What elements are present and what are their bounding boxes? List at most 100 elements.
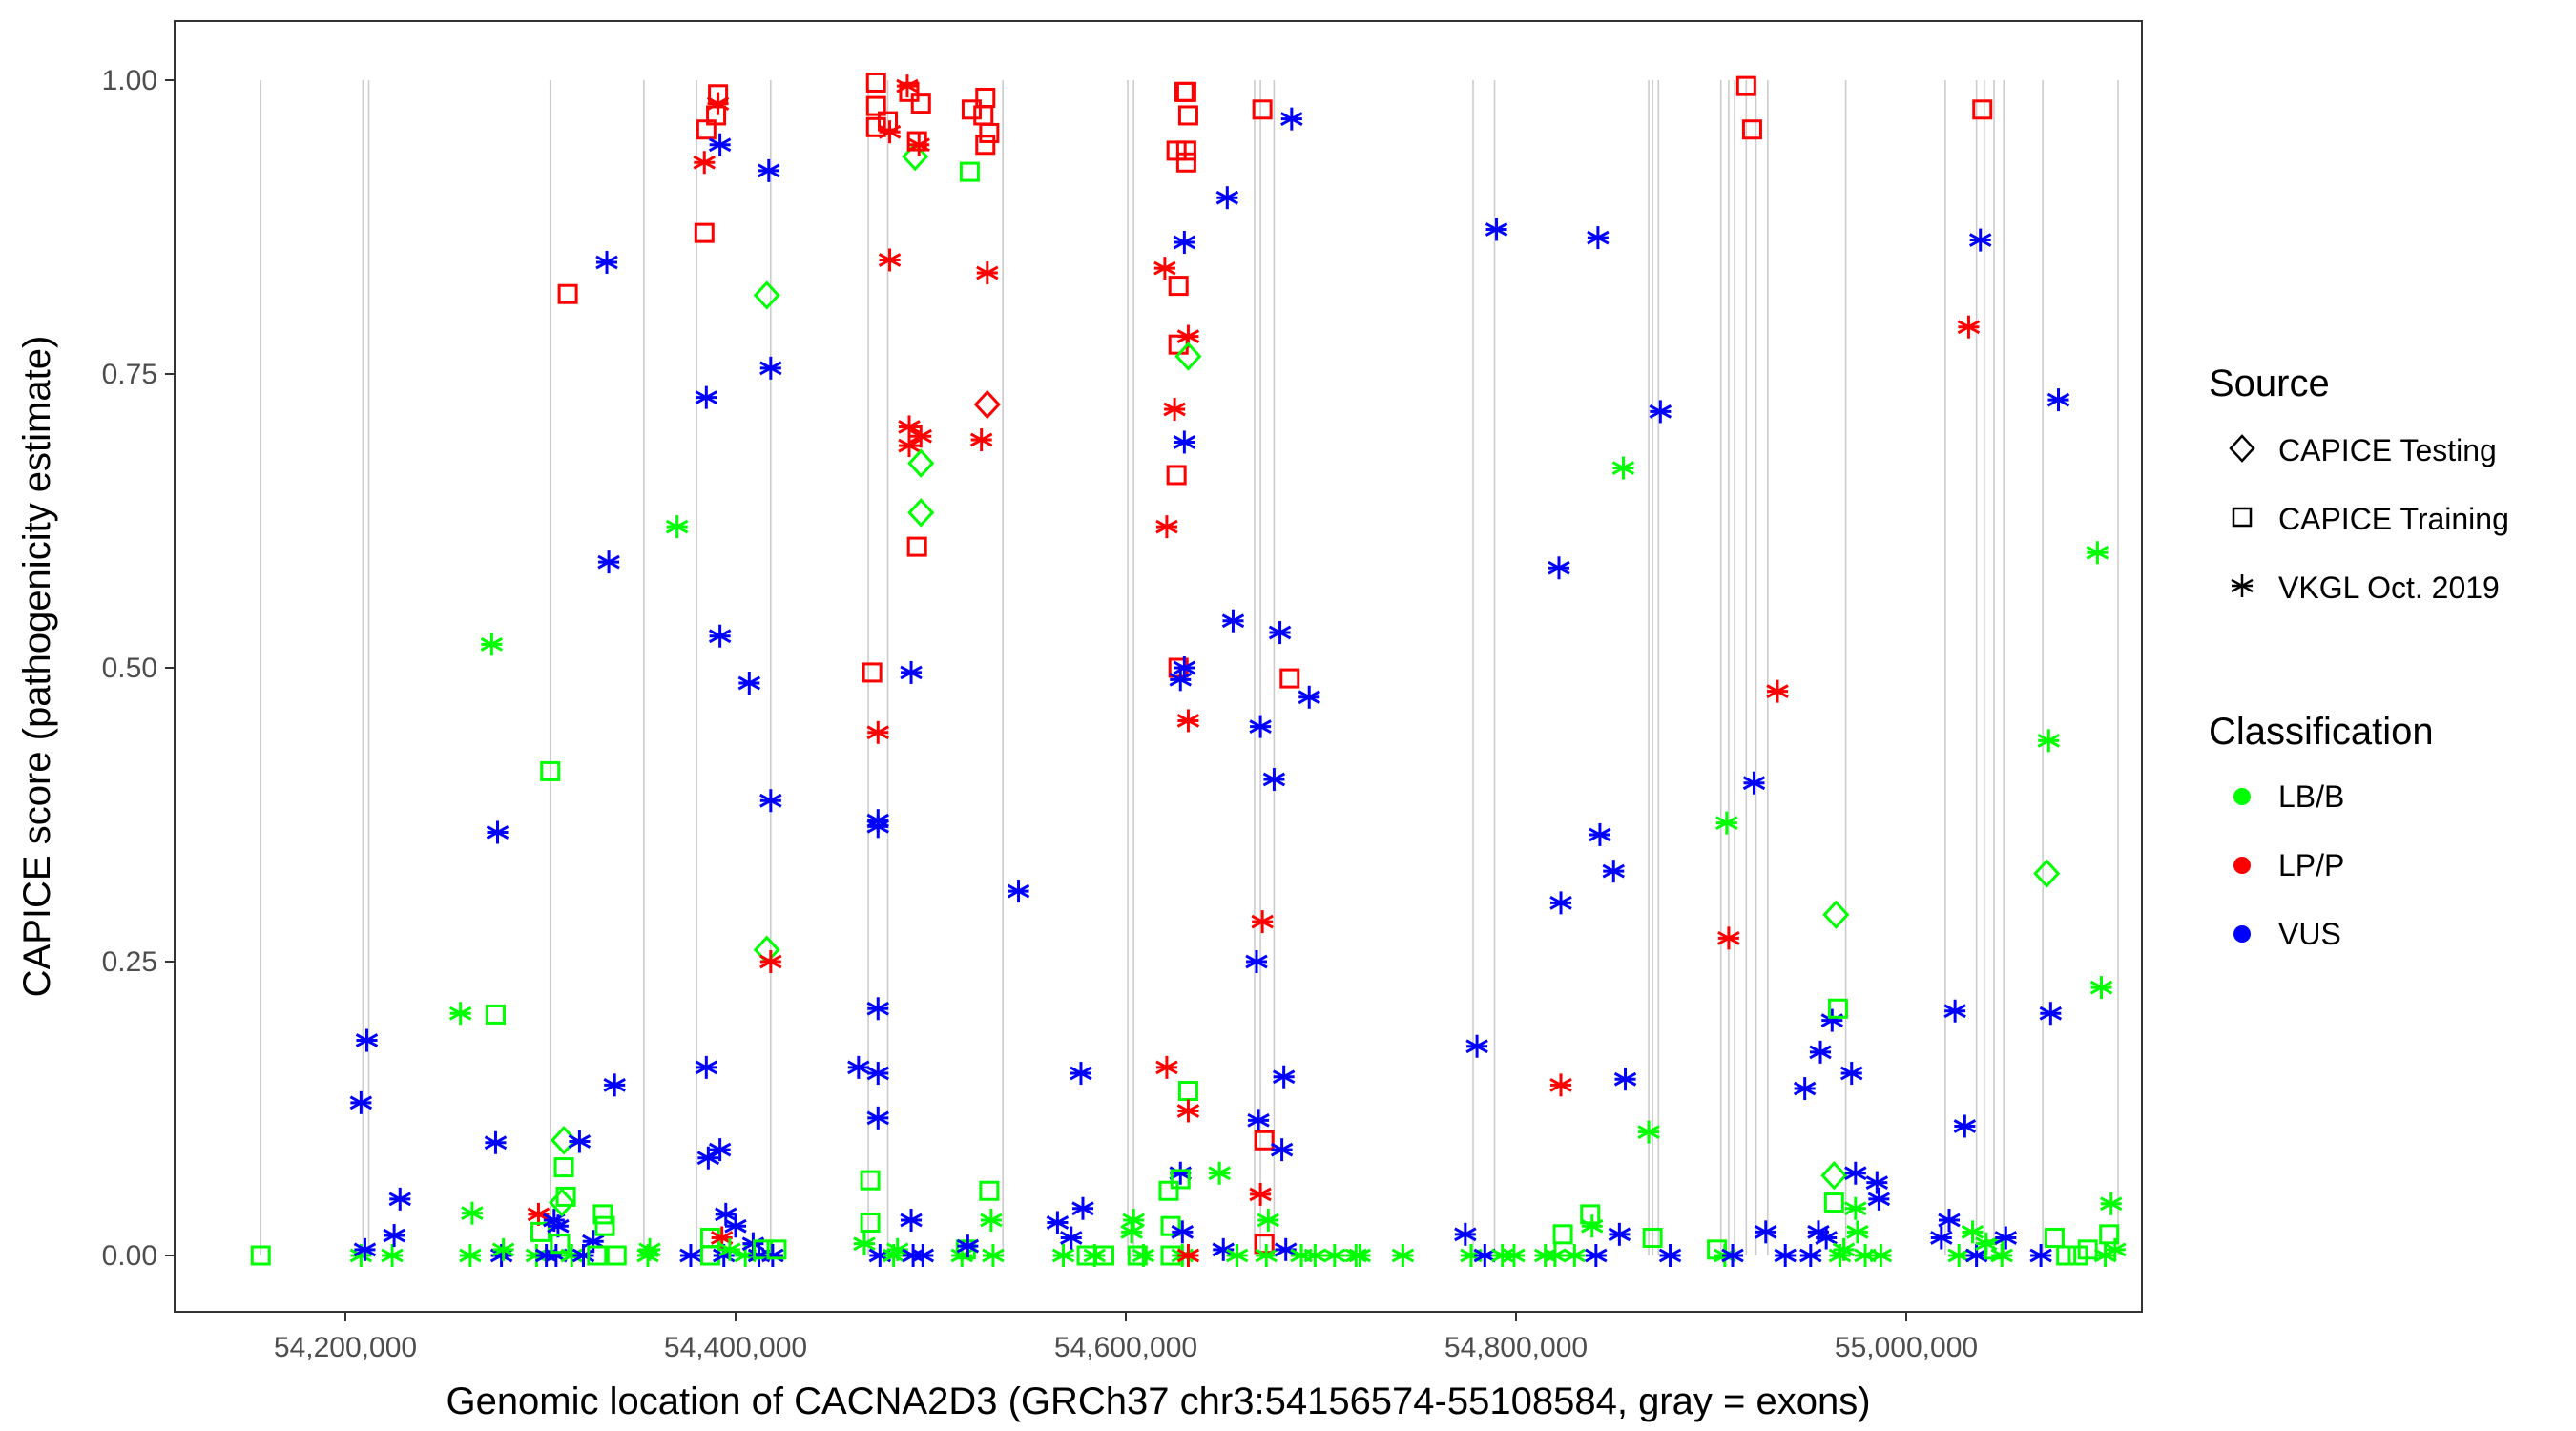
data-point-square xyxy=(2056,1245,2077,1266)
data-point-square xyxy=(250,1245,271,1266)
y-tick-label: 0.25 xyxy=(102,946,157,978)
data-point-asterisk xyxy=(1245,950,1268,973)
data-point-asterisk xyxy=(866,1106,890,1130)
data-point-asterisk xyxy=(1155,515,1178,539)
data-point-asterisk xyxy=(2039,1002,2063,1026)
data-point-square xyxy=(865,95,886,116)
data-point-square xyxy=(1823,1192,1844,1213)
data-point-asterisk xyxy=(1070,1062,1092,1086)
data-point-asterisk xyxy=(1257,1209,1280,1233)
data-point-asterisk xyxy=(759,950,782,973)
data-point-square xyxy=(1735,75,1756,96)
data-point-asterisk xyxy=(1176,324,1200,348)
data-point-asterisk xyxy=(1844,1161,1867,1185)
data-point-asterisk xyxy=(693,151,717,175)
data-point-asterisk xyxy=(355,1028,379,1052)
data-point-diamond xyxy=(907,498,935,528)
data-point-square xyxy=(592,1204,613,1225)
data-point-asterisk xyxy=(480,633,504,656)
data-point-asterisk xyxy=(866,815,890,839)
data-point-asterisk xyxy=(898,434,921,458)
data-point-asterisk xyxy=(724,1214,747,1238)
data-point-asterisk xyxy=(1930,1226,1953,1250)
data-point-asterisk xyxy=(1212,1237,1235,1261)
data-point-square xyxy=(540,760,561,781)
data-point-square xyxy=(1741,119,1762,140)
data-point-asterisk xyxy=(2086,541,2109,565)
data-point-square xyxy=(1168,276,1189,297)
data-point-asterisk xyxy=(866,720,890,744)
x-axis-title: Genomic location of CACNA2D3 (GRCh37 chr… xyxy=(446,1380,1870,1422)
data-point-asterisk xyxy=(2046,388,2070,412)
data-point-asterisk xyxy=(759,789,782,813)
data-point-square xyxy=(1279,668,1300,689)
legend-classification-title: Classification xyxy=(2209,711,2434,753)
data-point-square xyxy=(1170,1169,1191,1190)
data-point-square xyxy=(1158,1180,1179,1201)
data-point-asterisk xyxy=(1846,1220,1869,1244)
data-point-asterisk xyxy=(1155,1055,1178,1079)
data-point-asterisk xyxy=(980,1209,1003,1233)
data-point-asterisk xyxy=(1544,1244,1567,1267)
y-axis-title: CAPICE score (pathogenicity estimate) xyxy=(16,336,58,998)
data-point-square xyxy=(959,161,980,182)
data-point-square xyxy=(1177,105,1198,126)
data-point-square xyxy=(694,222,715,243)
data-point-diamond xyxy=(907,448,935,478)
data-point-asterisk xyxy=(1844,1196,1867,1220)
data-point-asterisk xyxy=(969,427,993,451)
data-point-square xyxy=(1580,1204,1601,1225)
data-point-diamond xyxy=(1174,342,1202,371)
data-point-asterisk xyxy=(1964,1244,1988,1267)
data-point-asterisk xyxy=(1153,257,1176,280)
data-point-asterisk xyxy=(708,133,732,156)
data-point-asterisk xyxy=(595,250,618,274)
data-point-asterisk xyxy=(909,425,932,448)
panel-border xyxy=(174,20,2143,1313)
data-point-asterisk xyxy=(1465,1034,1488,1058)
data-point-square xyxy=(594,1215,615,1236)
data-point-asterisk xyxy=(2029,1244,2052,1267)
data-point-diamond xyxy=(973,389,1001,420)
data-point-square xyxy=(1642,1228,1663,1249)
legend-key-diamond xyxy=(2229,434,2255,463)
legend-key-color xyxy=(2233,925,2251,943)
legend-label: LP/P xyxy=(2278,848,2344,882)
data-point-asterisk xyxy=(2037,729,2061,753)
data-point-diamond xyxy=(2033,859,2061,888)
data-point-asterisk xyxy=(1587,226,1610,250)
data-point-asterisk xyxy=(1820,1008,1844,1032)
data-point-asterisk xyxy=(878,120,902,144)
data-point-asterisk xyxy=(1549,1073,1572,1097)
data-point-square xyxy=(1827,998,1848,1019)
data-point-asterisk xyxy=(1957,315,1981,339)
data-point-asterisk xyxy=(1274,1237,1298,1261)
data-point-asterisk xyxy=(1938,1209,1961,1233)
data-point-asterisk xyxy=(353,1237,377,1261)
data-point-asterisk xyxy=(388,1187,411,1211)
legend-label: CAPICE Training xyxy=(2278,502,2509,536)
data-point-asterisk xyxy=(1171,1220,1195,1244)
data-point-asterisk xyxy=(1585,1244,1608,1267)
data-point-asterisk xyxy=(1774,1244,1797,1267)
data-point-asterisk xyxy=(1454,1222,1477,1246)
data-point-asterisk xyxy=(1961,1220,1984,1244)
data-point-asterisk xyxy=(695,385,718,409)
data-point-asterisk xyxy=(568,1130,592,1153)
data-point-square xyxy=(975,135,996,156)
data-point-asterisk xyxy=(491,1237,515,1261)
data-point-asterisk xyxy=(1990,1244,2013,1267)
data-point-asterisk xyxy=(2089,976,2113,1000)
data-point-square xyxy=(1254,1234,1275,1255)
data-point-square xyxy=(2099,1224,2120,1245)
data-point-asterisk xyxy=(665,515,689,539)
data-point-asterisk xyxy=(581,1230,605,1254)
data-point-asterisk xyxy=(1132,1244,1155,1267)
data-point-asterisk xyxy=(853,1232,876,1255)
data-point-asterisk xyxy=(1721,1244,1744,1267)
data-point-asterisk xyxy=(381,1244,404,1267)
data-point-asterisk xyxy=(383,1224,405,1248)
data-point-asterisk xyxy=(1503,1244,1526,1267)
